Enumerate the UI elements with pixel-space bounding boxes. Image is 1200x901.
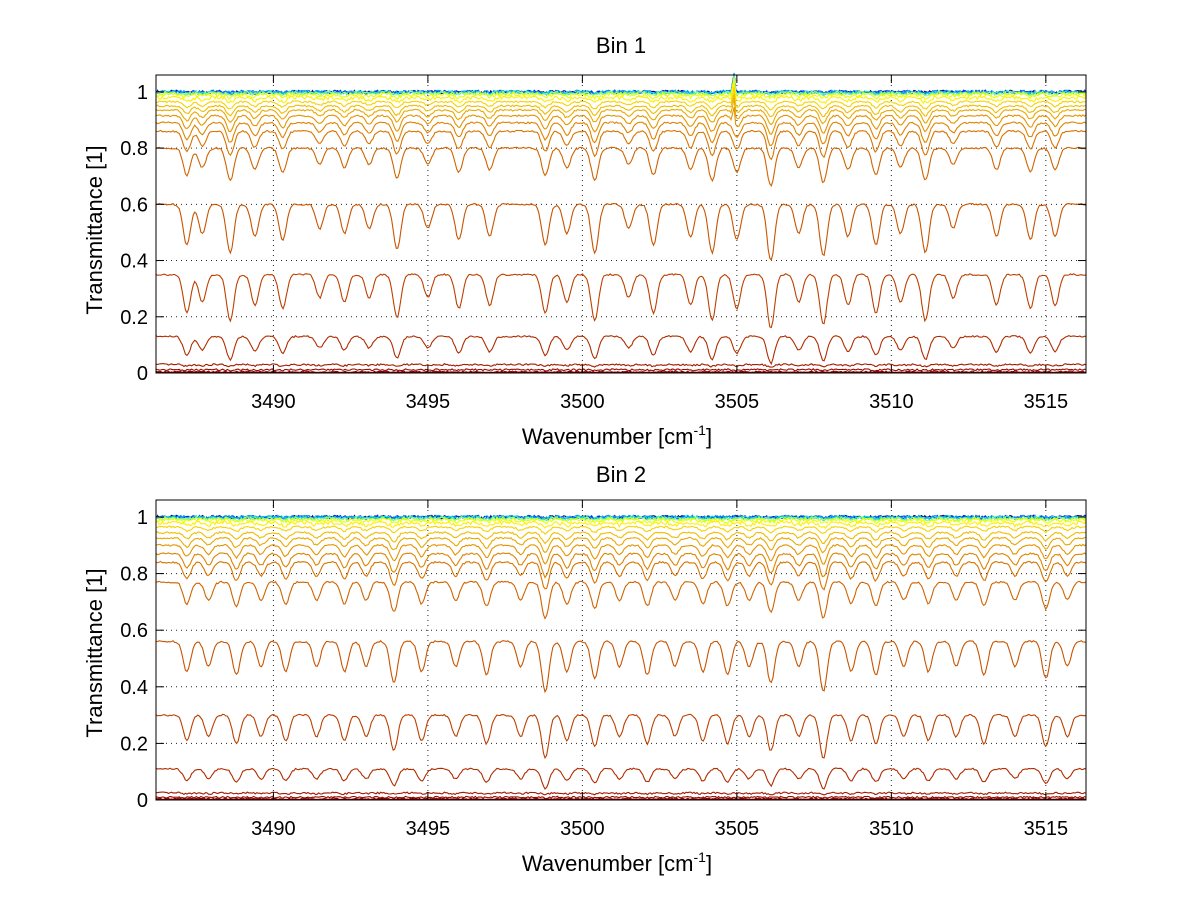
spectrum-line — [156, 640, 1086, 694]
grid — [156, 75, 1086, 374]
x-tick-label: 3510 — [869, 818, 914, 840]
spectrum-line — [155, 560, 1087, 591]
x-tick-label: 3495 — [406, 391, 451, 413]
y-axis-title: Transmittance [1] — [82, 568, 107, 737]
spectrum-line — [155, 146, 1087, 188]
spectrum-line — [155, 273, 1087, 329]
y-tick-label: 0.4 — [120, 251, 148, 273]
y-axis-title: Transmittance [1] — [82, 145, 107, 314]
ticks: 3490 3495 3500 3505 3510 3515 0 0.2 0.4 0.6 0.8 1 — [120, 500, 1086, 840]
plot-title: Bin 2 — [596, 462, 646, 487]
axes-box — [155, 74, 1087, 374]
spectrum-line — [155, 82, 1087, 105]
x-tick-label: 3490 — [251, 391, 296, 413]
spectrum-line — [155, 107, 1087, 136]
ticks: 3490 3495 3500 3505 3510 3515 0 0.2 0.4 0.6 0.8 1 — [120, 75, 1086, 413]
y-tick-label: 0.8 — [120, 564, 148, 586]
spectrum-line — [155, 525, 1087, 535]
spectrum-line — [155, 795, 1087, 800]
y-tick-label: 1 — [137, 82, 148, 104]
spectrum-line — [155, 121, 1087, 146]
spectrum-line — [155, 87, 1087, 111]
spectrum-line — [155, 363, 1087, 368]
x-axis-title: Wavenumber [cm-1] — [522, 422, 712, 449]
spectrum-line — [155, 78, 1087, 101]
y-tick-label: 0.6 — [120, 620, 148, 642]
x-tick-label: 3495 — [406, 818, 451, 840]
spectrum-line — [155, 368, 1087, 372]
series-group — [155, 514, 1087, 801]
spectrum-line — [155, 552, 1087, 579]
y-tick-label: 0 — [137, 790, 148, 812]
spectrum-line — [155, 536, 1087, 554]
spectrum-line — [155, 334, 1087, 366]
spectrum-line — [155, 129, 1087, 161]
y-tick-label: 0 — [137, 363, 148, 385]
series-group — [155, 72, 1087, 374]
x-tick-label: 3500 — [560, 818, 605, 840]
x-axis-title: Wavenumber [cm-1] — [522, 849, 712, 876]
x-tick-label: 3490 — [251, 818, 296, 840]
x-tick-label: 3515 — [1024, 818, 1069, 840]
spectrum-line — [155, 543, 1087, 565]
y-tick-label: 0.8 — [120, 138, 148, 160]
y-tick-label: 0.2 — [120, 733, 148, 755]
y-tick-label: 0.2 — [120, 307, 148, 329]
x-tick-label: 3505 — [715, 818, 760, 840]
spectrum-line — [155, 580, 1087, 620]
y-tick-label: 0.6 — [120, 194, 148, 216]
spectrum-line — [155, 767, 1087, 790]
spectrum-line — [155, 75, 1087, 98]
spectrum-line — [155, 517, 1087, 525]
spectrum-line — [155, 530, 1087, 545]
spectrum-line — [155, 713, 1087, 760]
x-tick-label: 3500 — [560, 391, 605, 413]
x-tick-label: 3510 — [869, 391, 914, 413]
spectrum-line — [155, 98, 1087, 126]
spectrum-line — [155, 520, 1087, 530]
x-tick-label: 3505 — [715, 391, 760, 413]
subplot-bin-2: Bin 2 3490 3495 3500 3505 3510 3515 0 0.2 0.4 0.6… — [82, 462, 1087, 876]
y-tick-label: 1 — [137, 507, 148, 529]
spectrum-line — [156, 202, 1086, 262]
subplot-bin-1: Bin 1 3490 3495 3500 3505 3510 3515 0 0.2 0.4 0.6… — [82, 33, 1087, 449]
plot-title: Bin 1 — [596, 33, 646, 58]
x-tick-label: 3515 — [1024, 391, 1069, 413]
spectrum-line — [155, 93, 1087, 118]
axes-box — [155, 499, 1087, 801]
y-tick-label: 0.4 — [120, 677, 148, 699]
spectrum-line — [155, 515, 1087, 523]
spectrum-line — [155, 791, 1087, 796]
